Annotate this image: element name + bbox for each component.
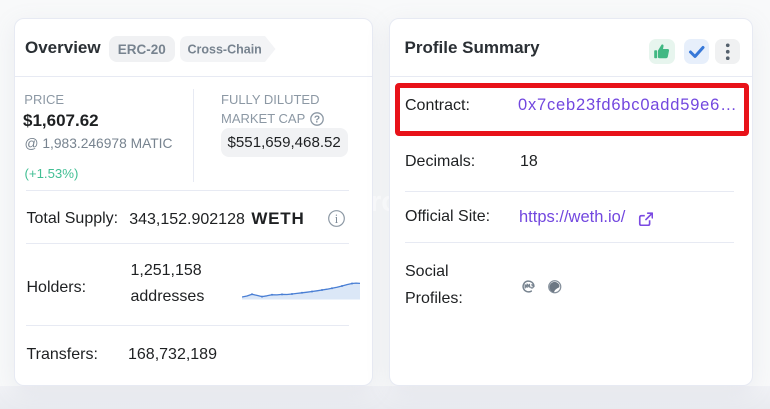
svg-text:i: i (335, 211, 339, 225)
svg-text:?: ? (314, 114, 320, 125)
svg-text:Cross-Chain: Cross-Chain (187, 43, 261, 57)
